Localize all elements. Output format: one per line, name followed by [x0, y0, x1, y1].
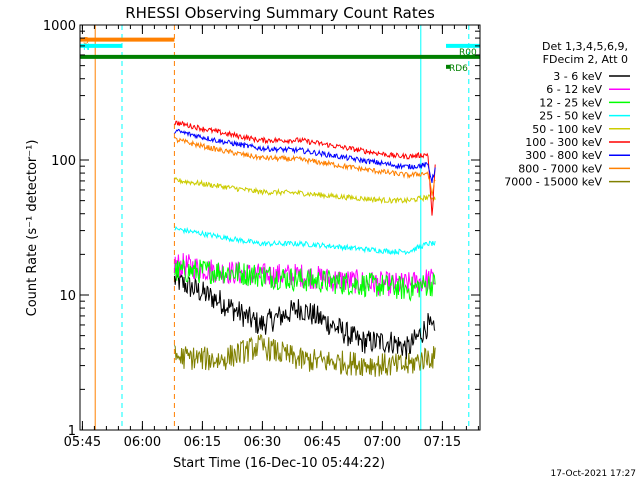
y-tick-label-3: 1000: [43, 19, 76, 34]
x-tick-label-6: 07:15: [424, 435, 461, 450]
x-axis-label: Start Time (16-Dec-10 05:44:22): [173, 456, 385, 471]
legend-label-0: 3 - 6 keV: [553, 70, 602, 83]
legend-label-6: 300 - 800 keV: [525, 149, 602, 162]
x-tick-label-5: 07:00: [364, 435, 401, 450]
series-line-0: [173, 268, 436, 360]
x-tick-label-2: 06:15: [184, 435, 221, 450]
x-tick-label-0: 05:45: [64, 435, 101, 450]
state-bar-label-5: R00: [459, 48, 477, 58]
legend-label-1: 6 - 12 keV: [546, 83, 602, 96]
y-axis-label: Count Rate (s⁻¹ detector⁻¹): [25, 140, 40, 317]
plot-frame: [79, 24, 481, 431]
series-line-6: [174, 128, 436, 183]
chart-title: RHESSI Observing Summary Count Rates: [125, 4, 435, 22]
legend-label-2: 12 - 25 keV: [539, 96, 602, 109]
legend-label-5: 100 - 300 keV: [525, 136, 602, 149]
legend-label-3: 25 - 50 keV: [539, 110, 602, 123]
legend: Det 1,3,4,5,6,9,FDecim 2, Att 0 3 - 6 keV…: [504, 40, 630, 189]
series-line-8: [173, 333, 436, 377]
footer-timestamp: 17-Oct-2021 17:27: [551, 469, 636, 479]
x-tick-label-4: 06:45: [304, 435, 341, 450]
series-line-3: [174, 225, 436, 256]
state-bar-label-1: N: [83, 43, 90, 53]
series-line-7: [174, 136, 436, 196]
series-line-5: [174, 120, 436, 216]
legend-header-1: FDecim 2, Att 0: [543, 53, 628, 66]
axes: 1 10 100 1000 05:45 06:00 06:15 06:30 06:45 07:00…: [43, 19, 480, 450]
y-tick-label-1: 10: [59, 289, 76, 304]
series-line-2: [173, 259, 436, 302]
legend-label-4: 50 - 100 keV: [532, 123, 602, 136]
x-tick-label-3: 06:30: [244, 435, 281, 450]
plot-area: SN RD6 R00: [80, 25, 480, 430]
state-bar-label-4: RD6: [449, 64, 468, 74]
legend-label-8: 7000 - 15000 keV: [504, 176, 602, 189]
legend-label-7: 800 - 7000 keV: [518, 162, 602, 175]
y-tick-label-0: 1: [68, 424, 76, 439]
x-tick-label-1: 06:00: [124, 435, 161, 450]
series-line-4: [173, 176, 436, 205]
state-bar-label-0: S: [83, 37, 89, 47]
y-tick-label-2: 100: [51, 154, 76, 169]
legend-header-0: Det 1,3,4,5,6,9,: [542, 40, 628, 53]
